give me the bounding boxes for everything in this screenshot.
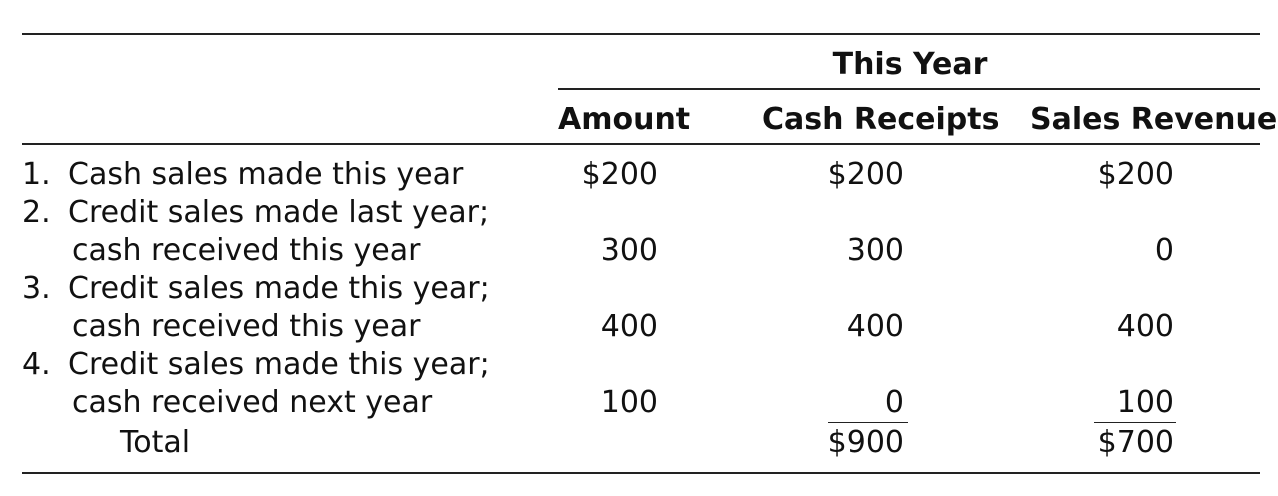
row-3-description-line1: Credit sales made this year; [68,271,490,306]
row-4-number: 4. [22,347,51,382]
cash-receipts-sum-rule [828,422,908,423]
row-2-sales-revenue: 0 [1154,233,1174,268]
group-header-rule [558,88,1260,90]
group-header-this-year: This Year [832,47,988,82]
row-3-description-line2: cash received this year [72,309,421,344]
total-sales-revenue: $700 [1097,425,1174,460]
row-4-sales-revenue: 100 [1116,385,1174,420]
row-2-amount: 300 [600,233,658,268]
top-rule [22,33,1260,35]
row-3-amount: 400 [600,309,658,344]
row-1-cash-receipts: $200 [827,157,904,192]
row-3-number: 3. [22,271,51,306]
column-header-rule [22,143,1260,145]
bottom-rule [22,472,1260,474]
row-2-description-line2: cash received this year [72,233,421,268]
column-header-cash-receipts: Cash Receipts [762,102,1000,137]
total-cash-receipts: $900 [827,425,904,460]
total-label: Total [120,425,191,460]
column-header-sales-revenue: Sales Revenue [1030,102,1278,137]
row-4-cash-receipts: 0 [884,385,904,420]
row-2-cash-receipts: 300 [846,233,904,268]
row-2-description-line1: Credit sales made last year; [68,195,490,230]
row-3-cash-receipts: 400 [846,309,904,344]
row-3-sales-revenue: 400 [1116,309,1174,344]
sales-revenue-sum-rule [1094,422,1176,423]
column-header-amount: Amount [558,102,691,137]
row-1-sales-revenue: $200 [1097,157,1174,192]
row-2-number: 2. [22,195,51,230]
row-4-description-line2: cash received next year [72,385,433,420]
row-4-description-line1: Credit sales made this year; [68,347,490,382]
row-4-amount: 100 [600,385,658,420]
row-1-amount: $200 [581,157,658,192]
row-1-number: 1. [22,157,51,192]
row-1-description: Cash sales made this year [68,157,464,192]
